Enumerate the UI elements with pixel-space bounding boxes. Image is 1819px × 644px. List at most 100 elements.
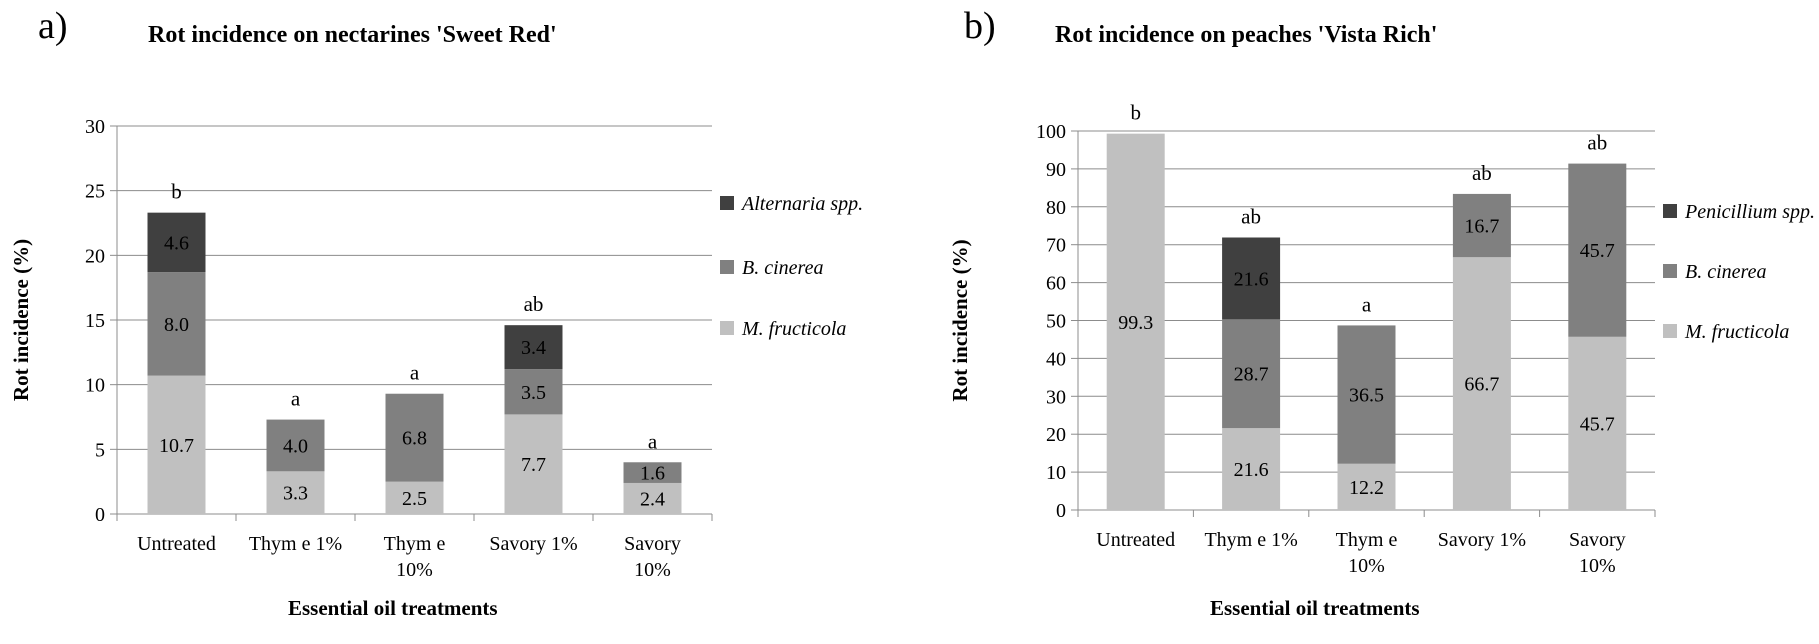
legend-label-a-0: Alternaria spp. <box>740 193 863 215</box>
x-tick-label-a-4-1: 10% <box>634 559 671 581</box>
y-tick-label-a-2: 10 <box>85 375 105 397</box>
chart-a-svg: 0 5 10 15 20 25 30 Rot incidence (%) 10.7 8.0 4.6 b… <box>9 116 863 581</box>
legend-swatch-a-1 <box>720 260 734 274</box>
significance-letter-a-3: ab <box>524 292 544 316</box>
legend-label-b-1: B. cinerea <box>1685 261 1766 283</box>
data-label-b-4-1: 45.7 <box>1580 240 1615 262</box>
bar-a-0-1 <box>147 272 206 376</box>
y-tick-label-b-4: 40 <box>1046 348 1066 370</box>
bar-b-2-0 <box>1337 463 1396 510</box>
y-tick-label-b-7: 70 <box>1046 235 1066 257</box>
data-label-b-4-0: 45.7 <box>1580 413 1615 435</box>
bar-b-4-1 <box>1568 163 1627 337</box>
y-tick-label-b-8: 80 <box>1046 197 1066 219</box>
x-tick-label-a-2-0: Thym e <box>384 533 446 555</box>
data-label-a-1-0: 3.3 <box>283 483 308 505</box>
x-tick-label-a-3-0: Savory 1% <box>489 533 577 555</box>
bar-b-3-0 <box>1452 257 1511 510</box>
data-label-b-2-1: 36.5 <box>1349 385 1384 407</box>
x-tick-label-b-4-0: Savory <box>1569 529 1626 551</box>
x-axis-title-b: Essential oil treatments <box>1210 596 1420 620</box>
data-label-b-1-0: 21.6 <box>1234 459 1269 481</box>
legend-swatch-a-2 <box>720 321 734 335</box>
significance-letter-a-2: a <box>410 361 420 385</box>
bar-b-0-0 <box>1106 133 1165 510</box>
y-tick-label-b-3: 30 <box>1046 386 1066 408</box>
chart-title-a: Rot incidence on nectarines 'Sweet Red' <box>148 22 557 48</box>
bar-a-4-0 <box>623 482 682 514</box>
x-tick-label-b-1-0: Thym e 1% <box>1204 529 1297 551</box>
data-label-a-0-2: 4.6 <box>164 232 189 254</box>
y-tick-label-b-0: 0 <box>1056 500 1066 522</box>
panel-letter-b: b) <box>964 5 996 47</box>
y-axis-title-a: Rot incidence (%) <box>9 239 33 401</box>
x-tick-label-b-0-0: Untreated <box>1096 529 1175 551</box>
data-label-b-1-1: 28.7 <box>1234 364 1269 386</box>
x-tick-label-b-3-0: Savory 1% <box>1438 529 1526 551</box>
chart-panel-b: 0 10 20 30 40 50 60 70 80 90 100 Rot incidence (%) 9… <box>940 0 1819 644</box>
significance-letter-a-4: a <box>648 429 658 453</box>
bar-b-1-1 <box>1222 319 1281 429</box>
legend-swatch-a-0 <box>720 196 734 210</box>
bar-b-2-1 <box>1337 325 1396 464</box>
legend-label-a-1: B. cinerea <box>742 257 823 279</box>
legend-swatch-b-1 <box>1663 264 1677 278</box>
data-label-a-0-0: 10.7 <box>159 435 194 457</box>
x-tick-label-a-2-1: 10% <box>396 559 433 581</box>
data-label-a-3-0: 7.7 <box>521 454 546 476</box>
significance-letter-b-0: b <box>1130 101 1141 125</box>
y-tick-label-b-6: 60 <box>1046 273 1066 295</box>
chart-panel-a: 0 5 10 15 20 25 30 Rot incidence (%) 10.7 8.0 4.6 b… <box>9 5 863 620</box>
bar-a-1-0 <box>266 471 325 514</box>
significance-letter-b-1: ab <box>1241 204 1261 228</box>
y-tick-label-b-5: 50 <box>1046 311 1066 333</box>
y-tick-label-b-2: 20 <box>1046 424 1066 446</box>
x-tick-label-b-2-0: Thym e <box>1336 529 1398 551</box>
legend-label-b-2: M. fructicola <box>1684 321 1789 343</box>
y-tick-label-b-10: 100 <box>1036 121 1066 143</box>
significance-letter-a-1: a <box>291 387 301 411</box>
data-label-a-3-2: 3.4 <box>521 337 546 359</box>
bar-b-4-0 <box>1568 336 1627 510</box>
data-label-a-3-1: 3.5 <box>521 382 546 404</box>
y-tick-label-a-3: 15 <box>85 310 105 332</box>
data-label-a-4-0: 2.4 <box>640 488 665 510</box>
legend-label-a-2: M. fructicola <box>741 318 846 340</box>
legend-swatch-b-0 <box>1663 204 1677 218</box>
bar-a-3-1 <box>504 369 563 415</box>
bar-a-3-2 <box>504 325 563 370</box>
significance-letter-a-0: b <box>171 180 182 204</box>
bar-b-1-0 <box>1222 428 1281 510</box>
data-label-a-4-1: 1.6 <box>640 463 665 485</box>
data-label-a-2-1: 6.8 <box>402 428 427 450</box>
y-tick-label-a-5: 25 <box>85 181 105 203</box>
bar-b-3-1 <box>1452 193 1511 258</box>
x-tick-label-a-4-0: Savory <box>624 533 681 555</box>
chart-b-svg: 0 10 20 30 40 50 60 70 80 90 100 Rot incidence (%) 9… <box>948 101 1815 577</box>
bar-a-2-0 <box>385 481 444 514</box>
legend-swatch-b-2 <box>1663 324 1677 338</box>
y-tick-label-a-4: 20 <box>85 245 105 267</box>
data-label-b-0-0: 99.3 <box>1118 312 1153 334</box>
y-tick-label-a-1: 5 <box>95 439 105 461</box>
bar-a-0-0 <box>147 375 206 514</box>
significance-letter-b-2: a <box>1362 292 1372 316</box>
chart-title-b: Rot incidence on peaches 'Vista Rich' <box>1055 22 1438 48</box>
bar-a-4-1 <box>623 462 682 483</box>
bar-a-0-2 <box>147 212 206 273</box>
y-tick-label-b-9: 90 <box>1046 159 1066 181</box>
legend-label-b-0: Penicillium spp. <box>1684 201 1815 223</box>
y-tick-label-a-0: 0 <box>95 504 105 526</box>
data-label-b-1-2: 21.6 <box>1234 268 1269 290</box>
data-label-b-2-0: 12.2 <box>1349 477 1384 499</box>
x-tick-label-a-0-0: Untreated <box>137 533 216 555</box>
data-label-a-0-1: 8.0 <box>164 314 189 336</box>
data-label-a-2-0: 2.5 <box>402 488 427 510</box>
panel-letter-a: a) <box>38 5 68 47</box>
x-tick-label-b-4-1: 10% <box>1579 555 1616 577</box>
x-tick-label-a-1-0: Thym e 1% <box>249 533 342 555</box>
y-tick-label-b-1: 10 <box>1046 462 1066 484</box>
significance-letter-b-4: ab <box>1587 131 1607 155</box>
bar-a-1-1 <box>266 419 325 472</box>
data-label-b-3-0: 66.7 <box>1464 374 1499 396</box>
